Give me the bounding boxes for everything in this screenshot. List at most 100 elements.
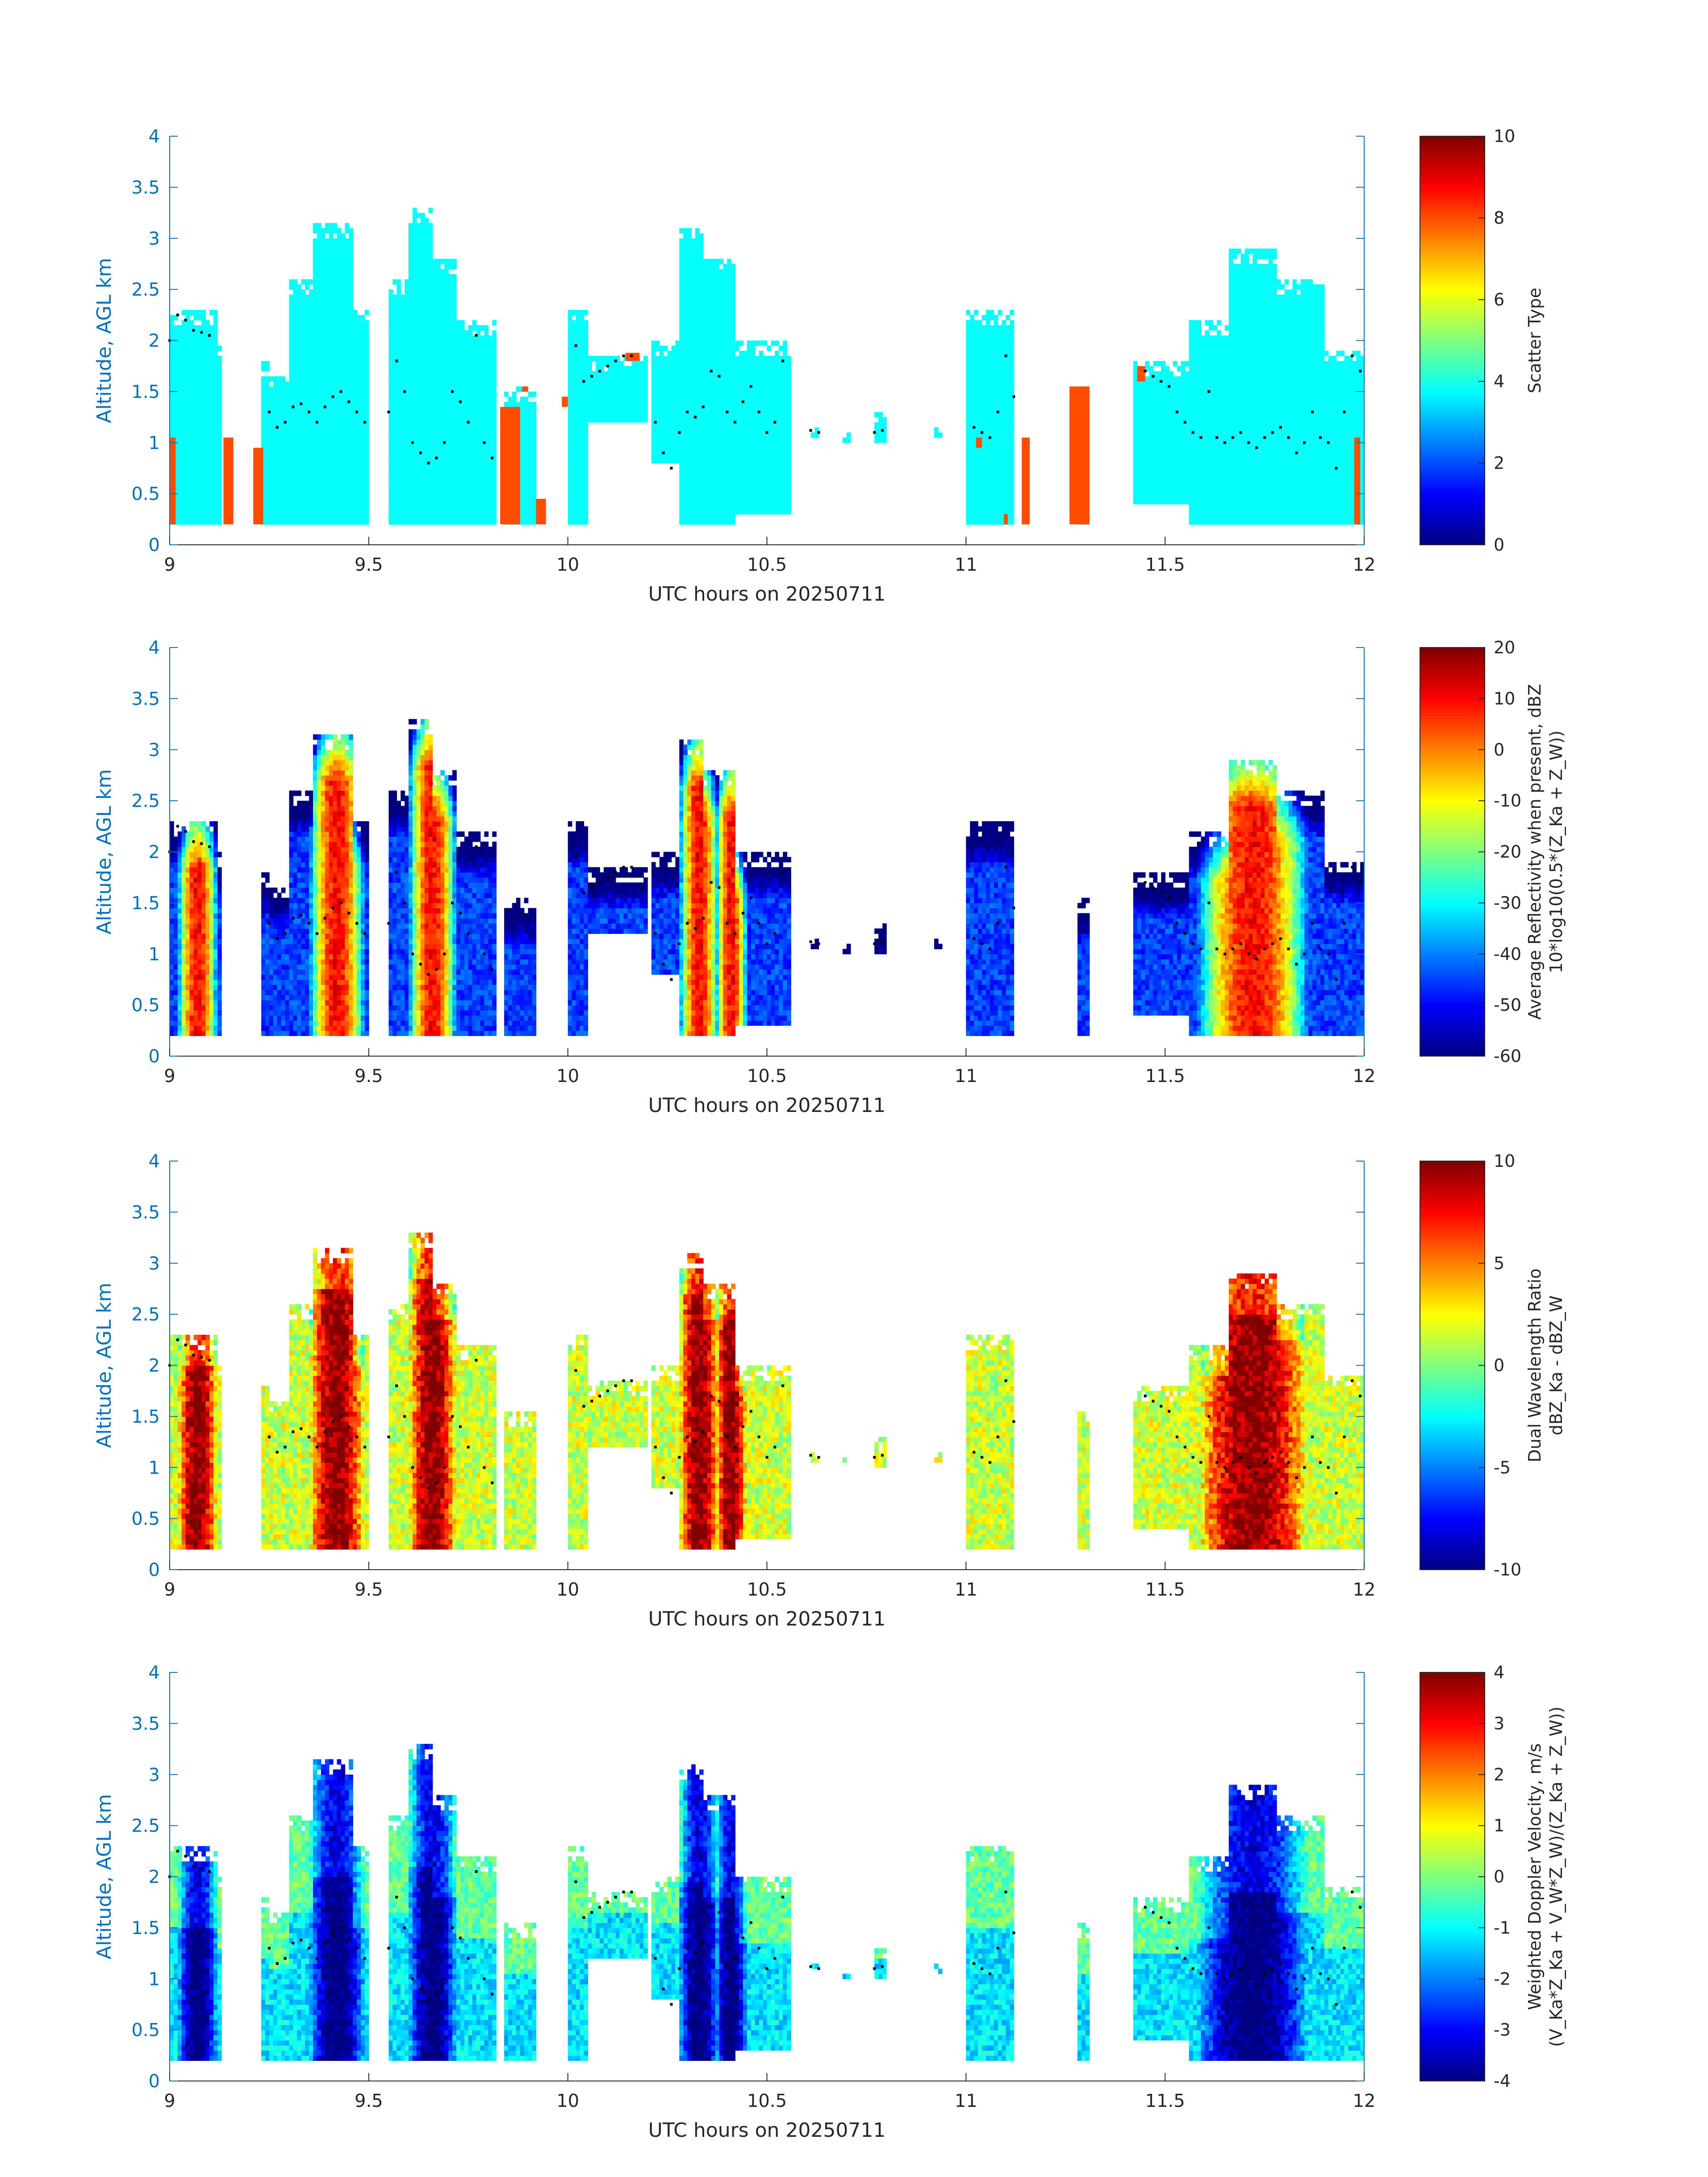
- heatmap-cell: [301, 295, 305, 300]
- heatmap-cell: [293, 484, 297, 489]
- heatmap-cell: [787, 499, 791, 504]
- heatmap-cell: [289, 310, 294, 315]
- heatmap-cell: [345, 443, 349, 448]
- heatmap-cell: [747, 361, 752, 366]
- heatmap-cell: [568, 386, 572, 392]
- heatmap-cell: [421, 228, 425, 234]
- heatmap-cell: [393, 438, 397, 443]
- heatmap-cell: [321, 448, 326, 453]
- heatmap-cell: [333, 509, 338, 514]
- heatmap-cell: [679, 463, 684, 468]
- heatmap-cell: [480, 519, 485, 525]
- heatmap-cell: [448, 478, 453, 484]
- heatmap-cell: [217, 519, 222, 525]
- heatmap-cell: [484, 448, 489, 453]
- heatmap-cell: [456, 473, 461, 479]
- heatmap-cell: [321, 386, 326, 392]
- heatmap-cell: [349, 295, 353, 300]
- heatmap-cell: [321, 392, 326, 397]
- heatmap-cell: [409, 468, 413, 473]
- heatmap-cell: [197, 448, 202, 453]
- heatmap-cell: [337, 295, 342, 300]
- heatmap-cell: [719, 402, 724, 407]
- heatmap-cell: [365, 453, 369, 458]
- heatmap-cell: [317, 402, 322, 407]
- heatmap-cell: [269, 514, 274, 519]
- heatmap-cell: [313, 335, 317, 341]
- heatmap-cell: [588, 361, 592, 366]
- heatmap-cell: [608, 381, 612, 387]
- heatmap-cell: [568, 320, 572, 326]
- heatmap-cell: [349, 443, 353, 448]
- heatmap-cell: [269, 386, 274, 392]
- heatmap-cell: [691, 274, 696, 280]
- heatmap-cell: [771, 371, 775, 376]
- heatmap-cell: [687, 422, 692, 428]
- heatmap-cell: [699, 341, 704, 346]
- heatmap-cell: [365, 509, 369, 514]
- heatmap-cell: [448, 279, 453, 284]
- heatmap-cell: [353, 443, 357, 448]
- heatmap-cell: [409, 264, 413, 269]
- heatmap-cell: [719, 259, 724, 264]
- heatmap-cell: [393, 346, 397, 351]
- heatmap-cell: [719, 427, 724, 433]
- heatmap-cell: [433, 305, 437, 310]
- heatmap-cell: [452, 381, 457, 387]
- heatmap-cell: [679, 443, 684, 448]
- heatmap-cell: [345, 422, 349, 428]
- heatmap-cell: [341, 509, 345, 514]
- heatmap-cell: [309, 310, 313, 315]
- heatmap-cell: [301, 519, 305, 525]
- heatmap-cell: [528, 463, 533, 468]
- heatmap-cell: [305, 453, 309, 458]
- heatmap-cell: [520, 438, 525, 443]
- heatmap-cell: [687, 432, 692, 438]
- heatmap-cell: [743, 392, 748, 397]
- heatmap-cell: [464, 494, 469, 499]
- heatmap-cell: [775, 397, 779, 402]
- heatmap-cell: [277, 478, 282, 484]
- heatmap-cell: [186, 330, 190, 336]
- heatmap-cell: [468, 448, 473, 453]
- heatmap-cell: [405, 284, 409, 290]
- heatmap-cell: [683, 341, 688, 346]
- heatmap-cell: [731, 300, 735, 305]
- heatmap-cell: [480, 341, 485, 346]
- heatmap-cell: [763, 448, 768, 453]
- heatmap-cell: [317, 427, 322, 433]
- heatmap-cell: [691, 519, 696, 525]
- heatmap-cell: [452, 402, 457, 407]
- heatmap-cell: [205, 351, 210, 356]
- heatmap-cell: [448, 453, 453, 458]
- heatmap-cell: [600, 402, 604, 407]
- heatmap-cell: [273, 397, 278, 402]
- heatmap-cell: [178, 341, 182, 346]
- heatmap-cell: [695, 264, 700, 269]
- heatmap-cell: [604, 356, 608, 361]
- heatmap-cell: [604, 381, 608, 387]
- heatmap-cell: [213, 361, 218, 366]
- heatmap-cell: [433, 402, 437, 407]
- heatmap-cell: [783, 417, 787, 422]
- heatmap-cell: [504, 402, 509, 407]
- heatmap-cell: [361, 341, 365, 346]
- heatmap-cell: [365, 463, 369, 468]
- heatmap-cell: [178, 346, 182, 351]
- heatmap-cell: [201, 443, 206, 448]
- heatmap-cell: [755, 478, 760, 484]
- heatmap-cell: [703, 335, 708, 341]
- heatmap-cell: [349, 468, 353, 473]
- heatmap-cell: [452, 325, 457, 330]
- heatmap-cell: [261, 407, 266, 412]
- heatmap-cell: [297, 295, 301, 300]
- heatmap-cell: [699, 320, 704, 326]
- heatmap-cell: [436, 376, 441, 382]
- heatmap-cell: [397, 392, 401, 397]
- heatmap-cell: [568, 315, 572, 320]
- heatmap-cell: [683, 438, 688, 443]
- heatmap-cell: [401, 458, 405, 464]
- heatmap-cell: [317, 325, 322, 330]
- heatmap-cell: [217, 386, 222, 392]
- heatmap-cell: [421, 417, 425, 422]
